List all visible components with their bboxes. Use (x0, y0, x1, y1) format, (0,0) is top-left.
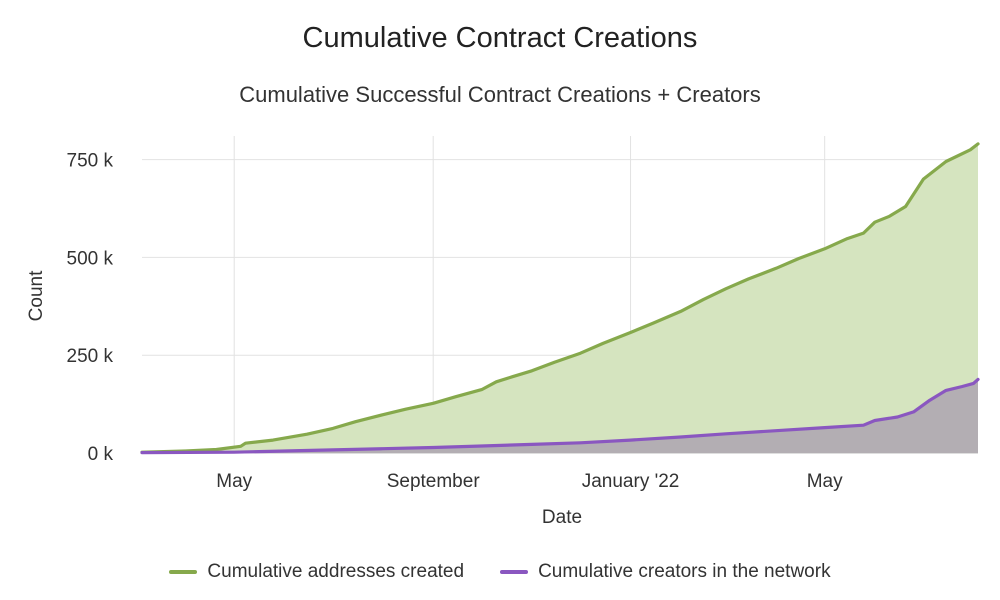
series-area-addresses (142, 143, 978, 453)
series-area-creators (142, 379, 978, 453)
x-tick-label: May (216, 471, 252, 492)
area-layer (142, 143, 978, 453)
y-tick-label: 750 k (67, 151, 114, 172)
legend-label-creators: Cumulative creators in the network (538, 561, 831, 582)
x-tick-label: May (807, 471, 843, 492)
x-tick-label: September (387, 471, 481, 492)
legend: Cumulative addresses created Cumulative … (0, 561, 1000, 583)
y-tick-label: 500 k (67, 248, 114, 269)
series-line-addresses (140, 142, 980, 454)
y-axis-label: Count (26, 270, 47, 321)
legend-swatch-creators (500, 570, 529, 574)
legend-label-addresses: Cumulative addresses created (207, 561, 465, 582)
area-chart: 0 k 250 k 500 k 750 k May September January '2… (26, 136, 980, 528)
line-layer (140, 142, 980, 455)
series-line-creators (140, 377, 980, 455)
legend-item-creators[interactable]: Cumulative creators in the network (500, 561, 831, 583)
y-tick-label: 0 k (88, 444, 114, 465)
chart-title: Cumulative Contract Creations (302, 22, 698, 54)
legend-swatch-addresses (169, 570, 198, 574)
x-axis-label: Date (542, 507, 582, 528)
legend-item-addresses[interactable]: Cumulative addresses created (169, 561, 464, 583)
x-tick-label: January '22 (582, 471, 680, 492)
tick-layer: 0 k 250 k 500 k 750 k May September January '2… (67, 151, 844, 492)
y-tick-label: 250 k (67, 346, 114, 367)
chart-subtitle: Cumulative Successful Contract Creations… (239, 82, 761, 107)
